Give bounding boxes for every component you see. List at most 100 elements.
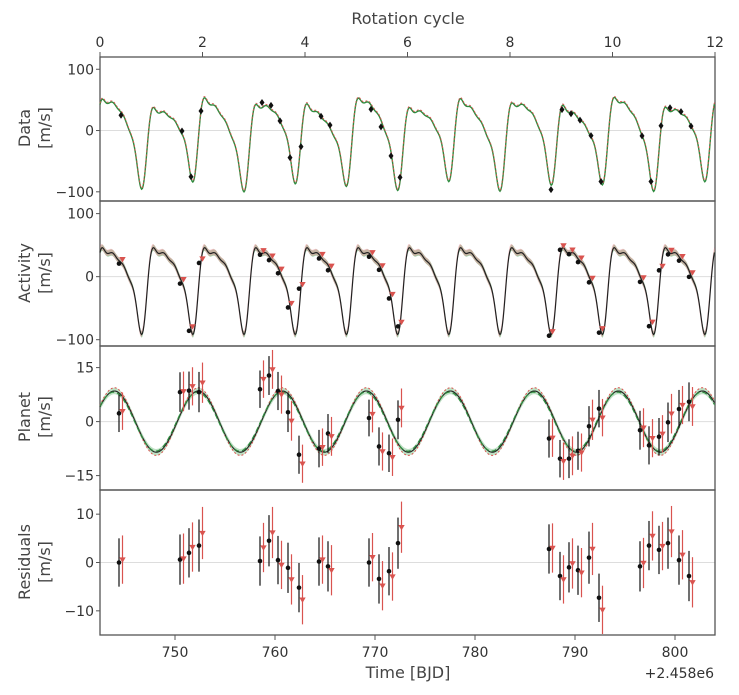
planet-black-point <box>596 406 602 411</box>
residual-red-point <box>389 574 396 580</box>
data-point <box>678 108 684 116</box>
planet-black-point <box>676 406 682 412</box>
data-point <box>658 122 664 130</box>
activity-red-point <box>319 251 326 258</box>
y-label-data: Data [m/s] <box>15 107 54 149</box>
activity-red-point <box>260 248 267 254</box>
residual-black-point <box>546 546 552 552</box>
data-point <box>198 107 204 115</box>
activity-black-point <box>566 251 572 257</box>
data-point <box>259 99 265 107</box>
y-label-activity: Activity [m/s] <box>15 243 54 303</box>
residual-black-point <box>196 543 202 548</box>
activity-red-point <box>189 324 196 330</box>
activity-black-point <box>586 280 592 285</box>
planet-red-point <box>589 417 596 423</box>
activity-red-point <box>549 329 556 335</box>
residual-red-point <box>119 557 126 563</box>
residual-red-point <box>288 577 295 583</box>
activity-black-point <box>316 256 322 261</box>
top-tick-label: 6 <box>403 35 412 51</box>
planet-black-point <box>395 417 401 423</box>
activity-black-point <box>325 267 331 273</box>
residual-red-point <box>278 562 285 569</box>
activity-red-point <box>278 266 285 273</box>
residual-red-point <box>199 530 206 537</box>
data-y-tick-label: −100 <box>56 185 94 201</box>
activity-red-point <box>299 282 306 288</box>
planet-black-point <box>665 420 671 425</box>
planet-black-point <box>637 427 643 433</box>
residual-red-point <box>189 544 196 551</box>
planet-black-point <box>575 448 581 454</box>
activity-red-point <box>560 243 567 249</box>
activity-red-point <box>649 319 656 325</box>
x-tick-label: 770 <box>362 645 389 661</box>
residual-red-point <box>369 554 376 561</box>
activity-black-point <box>557 247 563 253</box>
residual-black-point <box>596 595 602 601</box>
activity-model-line <box>99 247 715 336</box>
y-title-activity: Activity <box>15 243 34 303</box>
activity-red-point <box>369 250 376 256</box>
top-tick-label: 4 <box>301 35 310 51</box>
residual-red-point <box>379 583 386 589</box>
y-label-residuals: Residuals [m/s] <box>15 524 54 600</box>
data-point <box>667 104 673 112</box>
planet-black-point <box>177 389 183 395</box>
activity-black-point <box>546 333 552 339</box>
activity-band-red <box>100 243 715 337</box>
residual-black-point <box>316 559 322 564</box>
planet-black-point <box>116 411 122 416</box>
residual-red-point <box>269 530 276 536</box>
planet-black-point <box>386 450 392 456</box>
activity-black-point <box>665 252 671 257</box>
activity-black-point <box>366 254 372 260</box>
activity-black-point <box>275 270 281 276</box>
planet-black-point <box>586 423 592 429</box>
residual-black-point <box>296 585 302 590</box>
x-axis-offset: +2.458e6 <box>645 666 714 682</box>
residual-red-point <box>689 580 696 586</box>
planet-black-point <box>646 443 652 448</box>
residual-red-point <box>299 597 306 603</box>
activity-band-green <box>100 244 715 338</box>
residual-black-point <box>566 565 572 570</box>
activity-black-point <box>376 267 382 273</box>
data-point <box>388 152 394 160</box>
activity-red-point <box>640 275 647 281</box>
planet-red-point <box>649 435 656 442</box>
activity-black-point <box>575 259 581 265</box>
activity-y-tick-label: −100 <box>56 333 94 349</box>
residual-black-point <box>395 540 401 546</box>
planet-black-point <box>296 452 302 458</box>
data-point <box>298 143 304 151</box>
planet-red-point <box>560 459 567 465</box>
planet-red-point <box>389 455 396 461</box>
activity-black-point <box>285 305 291 310</box>
residual-red-point <box>668 529 675 535</box>
planet-model-line-green <box>99 391 715 452</box>
planet-red-point <box>119 408 126 415</box>
activity-black-point <box>637 279 643 285</box>
activity-black-point <box>686 274 692 280</box>
planet-black-point <box>656 434 662 440</box>
activity-red-point <box>689 270 696 276</box>
planet-black-point <box>275 388 281 394</box>
residual-red-point <box>599 607 606 614</box>
planet-red-point <box>549 435 556 441</box>
planet-black-point <box>566 456 572 461</box>
data-point <box>688 122 694 130</box>
data-point <box>268 101 274 109</box>
data-point <box>548 186 554 194</box>
residual-black-point <box>557 573 563 579</box>
planet-red-point <box>269 367 276 373</box>
planet-black-point <box>266 373 272 378</box>
data-y-tick-label: 0 <box>85 124 94 140</box>
x-tick-label: 760 <box>262 645 289 661</box>
planet-red-point <box>640 425 647 431</box>
activity-black-point <box>596 330 602 335</box>
residual-black-point <box>656 547 662 553</box>
planet-red-point <box>278 392 285 398</box>
activity-red-point <box>659 263 666 270</box>
